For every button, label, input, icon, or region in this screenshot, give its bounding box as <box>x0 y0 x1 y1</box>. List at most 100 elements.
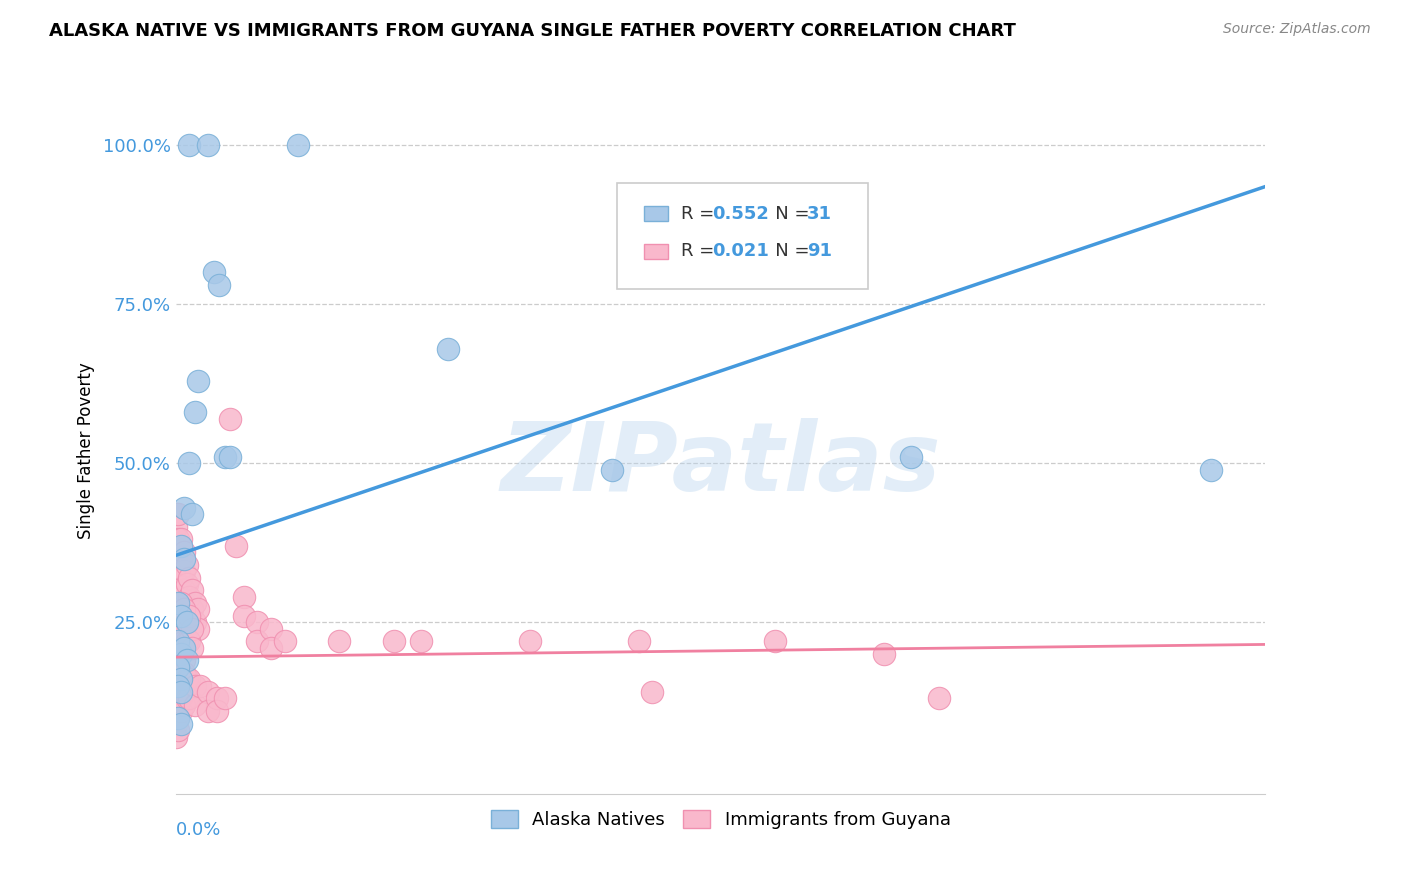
Point <box>437 342 460 356</box>
Text: N =: N = <box>758 204 815 222</box>
Text: 31: 31 <box>807 204 832 222</box>
Point <box>165 717 187 731</box>
Point <box>176 691 198 706</box>
Point <box>186 602 209 616</box>
Legend: Alaska Natives, Immigrants from Guyana: Alaska Natives, Immigrants from Guyana <box>484 803 957 837</box>
Point <box>167 551 190 566</box>
Point <box>167 634 190 648</box>
Point <box>170 717 193 731</box>
Point <box>219 450 242 464</box>
Point <box>173 666 195 681</box>
Point <box>179 608 201 623</box>
Point <box>928 691 950 706</box>
Point <box>176 653 198 667</box>
Point <box>167 608 190 623</box>
Point <box>246 615 269 630</box>
Point <box>170 679 193 693</box>
Point <box>179 590 201 604</box>
Point <box>170 647 193 661</box>
Point <box>409 634 432 648</box>
Point <box>641 685 664 699</box>
Point <box>167 507 190 521</box>
Point <box>173 583 195 598</box>
Point <box>170 634 193 648</box>
Point <box>165 730 187 744</box>
Point <box>170 647 193 661</box>
Point <box>165 704 187 718</box>
Point <box>184 405 207 419</box>
Point <box>179 456 201 470</box>
Point <box>170 539 193 553</box>
Point <box>167 622 190 636</box>
Point <box>167 634 190 648</box>
Point <box>181 640 204 655</box>
Point <box>763 634 786 648</box>
Point <box>165 634 187 648</box>
Point <box>184 698 207 712</box>
Text: Source: ZipAtlas.com: Source: ZipAtlas.com <box>1223 22 1371 37</box>
Point <box>382 634 405 648</box>
Point <box>167 679 190 693</box>
Point <box>214 450 236 464</box>
Point <box>900 450 922 464</box>
Point <box>205 704 228 718</box>
Point <box>181 507 204 521</box>
Point <box>176 673 198 687</box>
Point <box>170 615 193 630</box>
Point <box>197 138 219 153</box>
Point <box>246 634 269 648</box>
Point <box>173 634 195 648</box>
Point <box>176 615 198 630</box>
Point <box>1199 462 1222 476</box>
Point <box>188 679 211 693</box>
Point <box>328 634 350 648</box>
Point <box>165 666 187 681</box>
Point <box>173 685 195 699</box>
Point <box>170 666 193 681</box>
Point <box>274 634 297 648</box>
Text: N =: N = <box>758 243 815 260</box>
Point <box>519 634 541 648</box>
Point <box>165 691 187 706</box>
Point <box>167 647 190 661</box>
Point <box>173 622 195 636</box>
Point <box>167 659 190 673</box>
Point <box>186 374 209 388</box>
Point <box>173 602 195 616</box>
Point <box>600 462 623 476</box>
Point <box>167 533 190 547</box>
Point <box>167 596 190 610</box>
Point <box>167 698 190 712</box>
Point <box>176 634 198 648</box>
Y-axis label: Single Father Poverty: Single Father Poverty <box>76 362 94 539</box>
Point <box>170 673 193 687</box>
Text: 0.552: 0.552 <box>711 204 769 222</box>
Point <box>260 640 283 655</box>
Point <box>173 551 195 566</box>
Point <box>165 520 187 534</box>
Point <box>167 710 190 724</box>
Point <box>184 679 207 693</box>
Point <box>176 615 198 630</box>
Point <box>202 265 225 279</box>
FancyBboxPatch shape <box>644 244 668 259</box>
Text: ALASKA NATIVE VS IMMIGRANTS FROM GUYANA SINGLE FATHER POVERTY CORRELATION CHART: ALASKA NATIVE VS IMMIGRANTS FROM GUYANA … <box>49 22 1017 40</box>
Point <box>173 500 195 515</box>
Point <box>173 698 195 712</box>
Point <box>184 596 207 610</box>
Point <box>208 278 231 293</box>
Point <box>214 691 236 706</box>
FancyBboxPatch shape <box>617 183 868 289</box>
Point <box>173 564 195 578</box>
Point <box>176 558 198 572</box>
Point <box>186 622 209 636</box>
FancyBboxPatch shape <box>644 206 668 221</box>
Point <box>179 138 201 153</box>
Point <box>167 673 190 687</box>
Point <box>181 583 204 598</box>
Text: R =: R = <box>682 204 720 222</box>
Point <box>225 539 247 553</box>
Point <box>627 634 650 648</box>
Point <box>165 679 187 693</box>
Point <box>165 507 187 521</box>
